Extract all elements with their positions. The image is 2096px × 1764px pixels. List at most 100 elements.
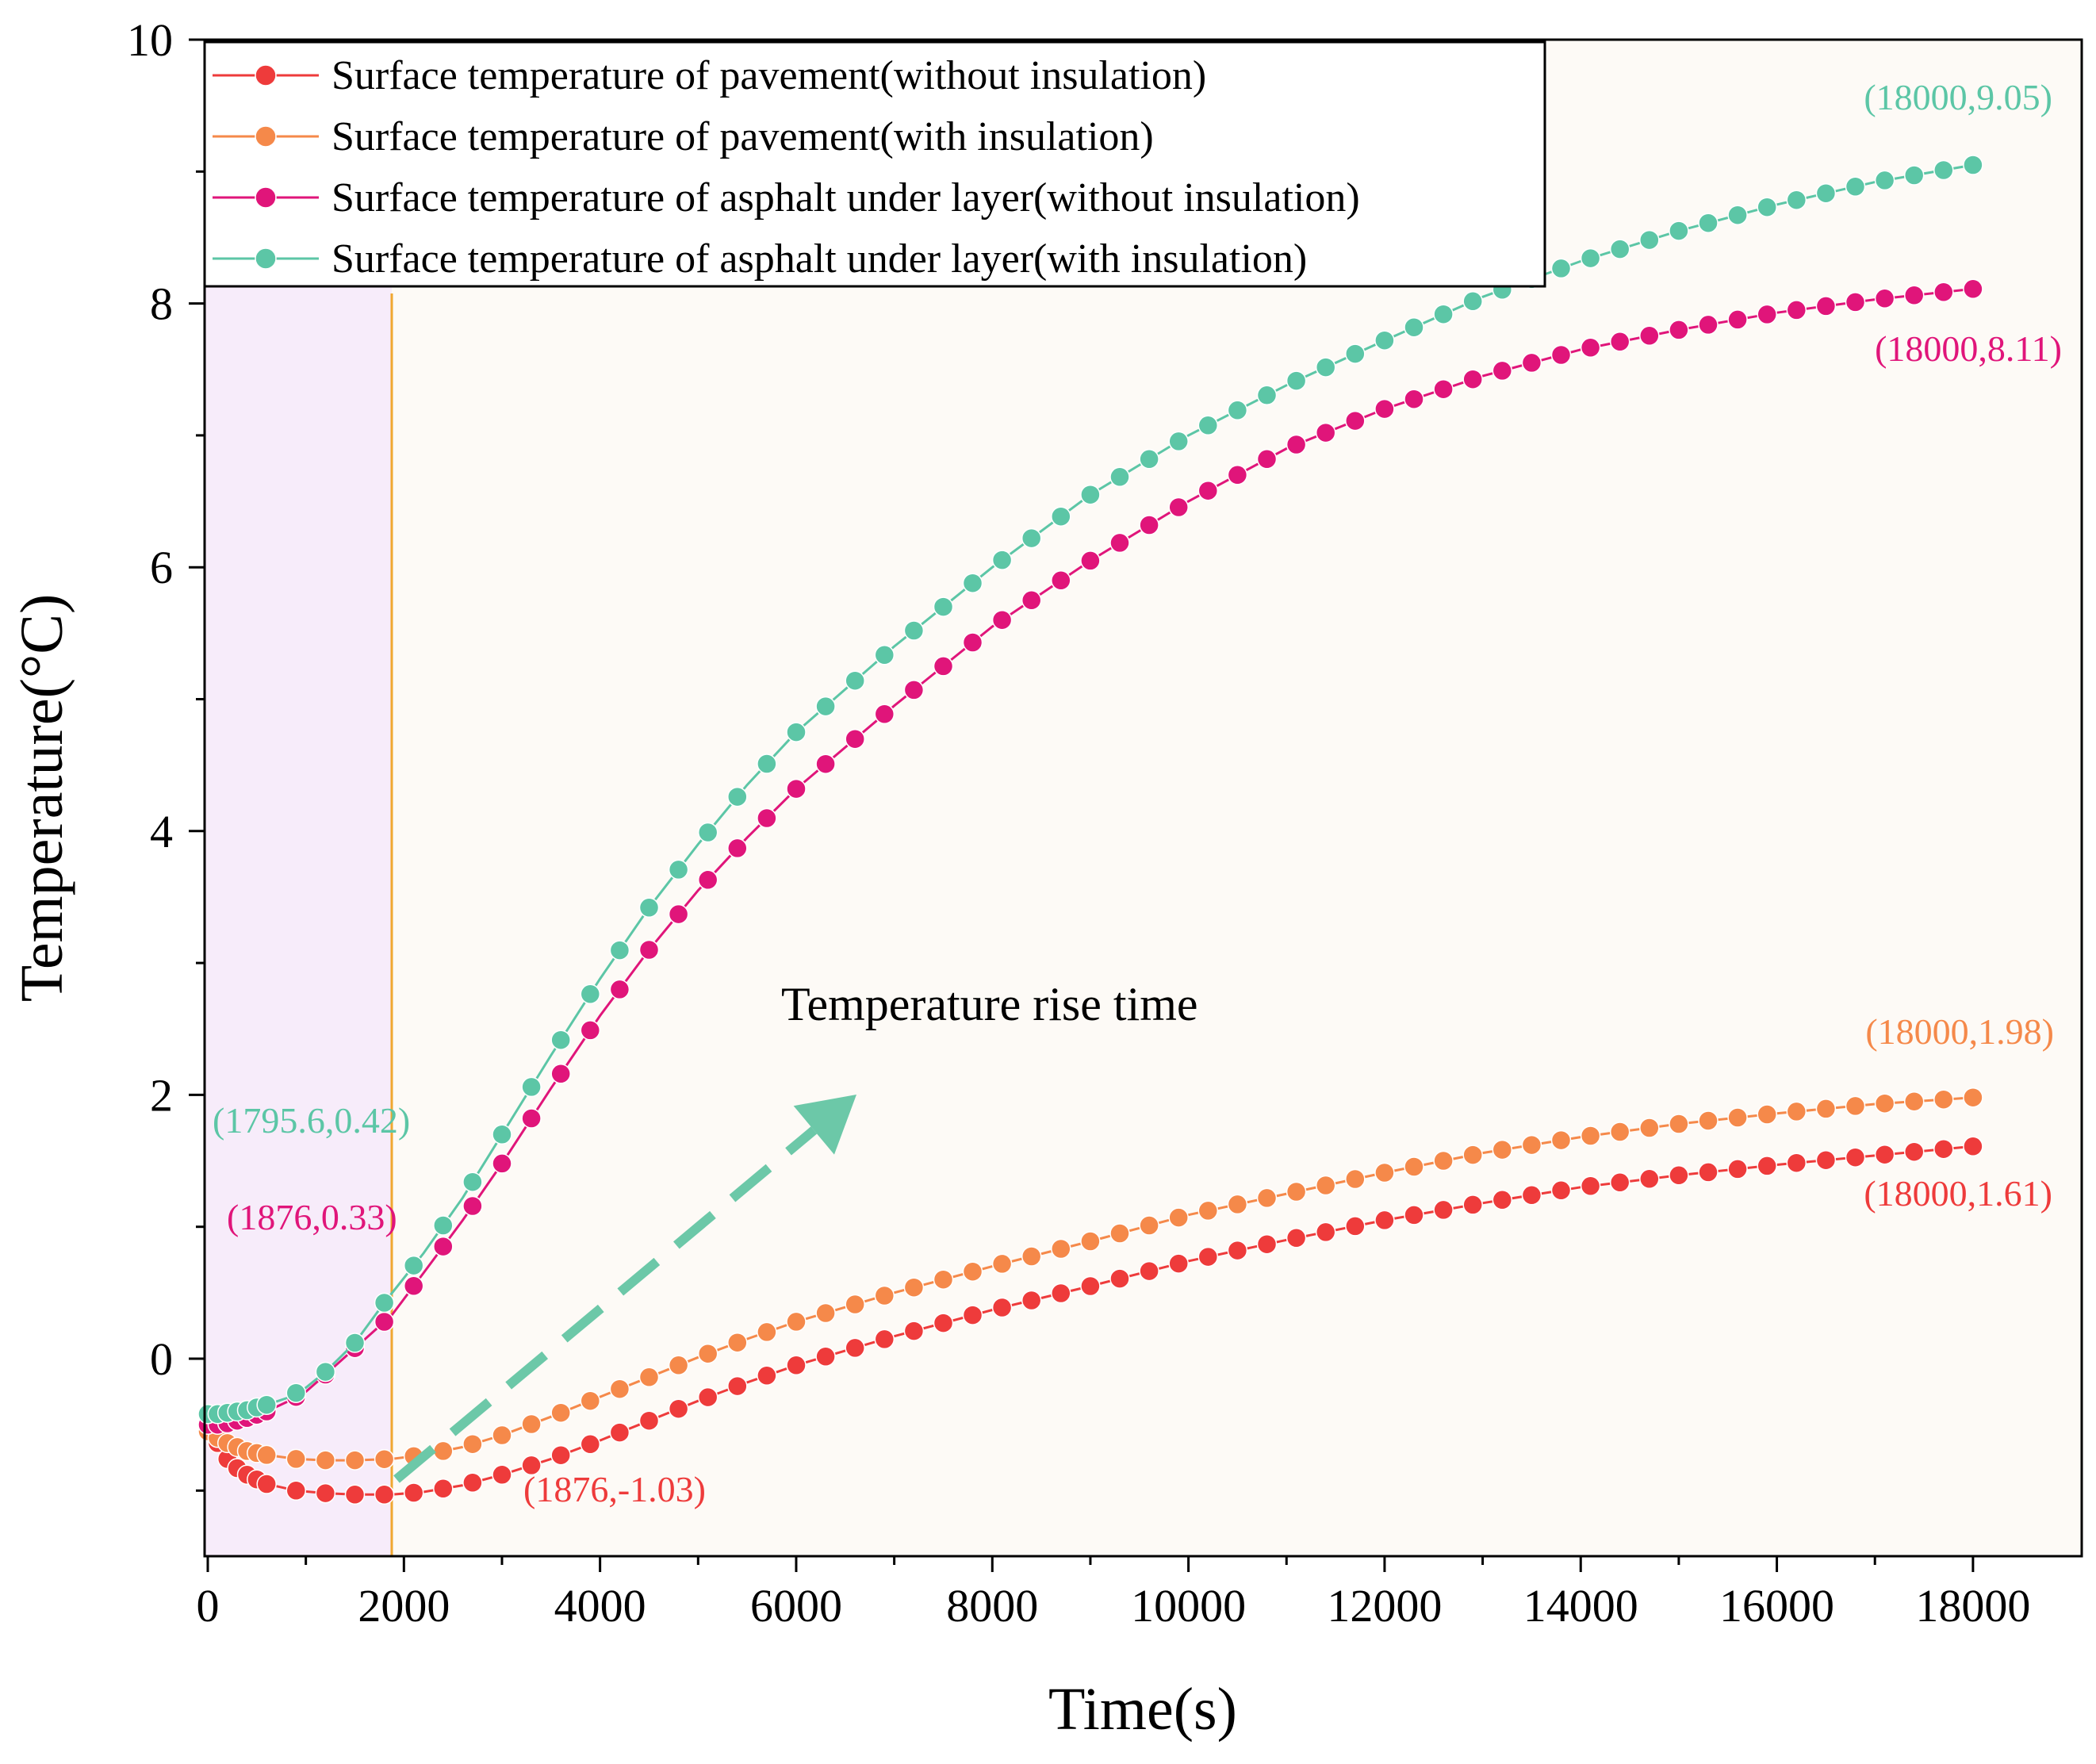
series-4-point (1963, 155, 1983, 175)
series-4-point (697, 822, 718, 843)
plot-area (205, 40, 2082, 1556)
x-tick-label: 2000 (358, 1580, 450, 1632)
series-3-point (962, 632, 983, 653)
series-3-point (1786, 300, 1807, 320)
series-1-point (1168, 1253, 1189, 1274)
legend-swatch-marker (255, 186, 277, 209)
series-2-point (374, 1448, 395, 1470)
series-2-point (1404, 1156, 1424, 1177)
data-label: (18000,9.05) (1864, 77, 2052, 117)
series-2-point (845, 1294, 865, 1315)
data-label: (18000,8.11) (1875, 328, 2062, 369)
series-3-point (786, 778, 807, 800)
series-3-point (462, 1195, 483, 1217)
series-1-point (1963, 1136, 1983, 1157)
series-2-point (1286, 1181, 1307, 1202)
series-1-point (1197, 1246, 1219, 1267)
series-4-point (1168, 431, 1189, 452)
series-1-point (1021, 1290, 1042, 1311)
series-3-point (1109, 532, 1130, 554)
legend-entry-label: Surface temperature of pavement(without … (331, 53, 1206, 98)
series-4-point (1404, 316, 1424, 338)
series-4 (197, 155, 1983, 1425)
series-4-point (668, 859, 689, 880)
series-2-point (1433, 1150, 1454, 1172)
series-2-point (815, 1302, 836, 1324)
series-4-point (1815, 182, 1837, 204)
series-2-point (550, 1402, 571, 1423)
series-2-point (638, 1367, 660, 1388)
series-1-point (492, 1464, 512, 1486)
series-3-point (845, 728, 865, 750)
series-4-point (1462, 291, 1483, 312)
series-4-point (903, 620, 925, 641)
series-4-point (638, 897, 660, 918)
series-4-point (1698, 213, 1719, 233)
series-4-point (1051, 506, 1071, 527)
series-1-point (1698, 1162, 1719, 1183)
x-tick-label: 6000 (750, 1580, 842, 1632)
series-3-point (1227, 465, 1248, 485)
series-3-point (1963, 278, 1983, 300)
series-4-point (315, 1361, 336, 1382)
series-1-point (786, 1355, 807, 1376)
series-4-point (786, 722, 807, 742)
x-tick-label: 10000 (1131, 1580, 1246, 1632)
data-label: (1795.6,0.42) (213, 1100, 410, 1141)
x-tick-label: 4000 (554, 1580, 646, 1632)
series-1-point (1051, 1283, 1071, 1304)
series-4-point (1727, 205, 1748, 225)
legend-swatch-marker (255, 125, 277, 148)
series-3-point (550, 1064, 571, 1084)
series-2-point (962, 1261, 983, 1282)
series-2-point (1374, 1162, 1395, 1183)
x-tick-label: 12000 (1327, 1580, 1442, 1632)
series-3-point (580, 1020, 601, 1041)
series-4-point (344, 1333, 366, 1353)
series-2-point (991, 1253, 1013, 1275)
series-3-point (1874, 288, 1895, 309)
series-3-point (609, 979, 630, 1000)
series-3-point (1286, 434, 1307, 455)
series-2-point (1315, 1175, 1336, 1196)
series-3-point (403, 1275, 424, 1297)
data-label: (1876,0.33) (227, 1197, 397, 1237)
series-2-point (1903, 1091, 1925, 1112)
series-3-point (1051, 570, 1071, 591)
series-2-point (1698, 1110, 1719, 1131)
series-1-point (1757, 1156, 1777, 1176)
y-tick-label: 6 (150, 542, 173, 593)
series-1-point (1404, 1205, 1424, 1225)
series-3-point (1609, 332, 1630, 352)
series-1-point (1815, 1149, 1837, 1171)
series-3-point (1580, 337, 1601, 359)
series-3-point (374, 1311, 395, 1333)
series-2-point (903, 1277, 925, 1298)
series-2-point (668, 1355, 689, 1376)
series-3-point (1404, 389, 1424, 409)
y-tick-label: 0 (150, 1333, 173, 1385)
series-2-point (1139, 1215, 1159, 1236)
series-3-point (1521, 352, 1542, 374)
series-3-point (727, 838, 748, 859)
series-2-point (344, 1450, 366, 1471)
series-1-point (1492, 1190, 1513, 1210)
series-4-point (433, 1215, 454, 1236)
series-2-point (256, 1444, 277, 1466)
series-3-point (1550, 344, 1572, 366)
series-4-point (550, 1030, 571, 1050)
trend-arrow (393, 1095, 856, 1483)
series-4-point (1139, 449, 1159, 470)
series-3-point (1462, 369, 1483, 389)
series-1-point (1374, 1210, 1395, 1231)
plot-frame (203, 38, 2083, 1558)
series-2-point (492, 1425, 512, 1446)
series-4-point (521, 1076, 542, 1098)
series-4-point (1609, 239, 1630, 259)
series-4-point (1845, 176, 1866, 197)
series-4-point (727, 786, 748, 807)
series-1-point (315, 1482, 336, 1504)
series-2-point (1550, 1129, 1572, 1151)
data-label: (18000,1.98) (1865, 1011, 2054, 1052)
